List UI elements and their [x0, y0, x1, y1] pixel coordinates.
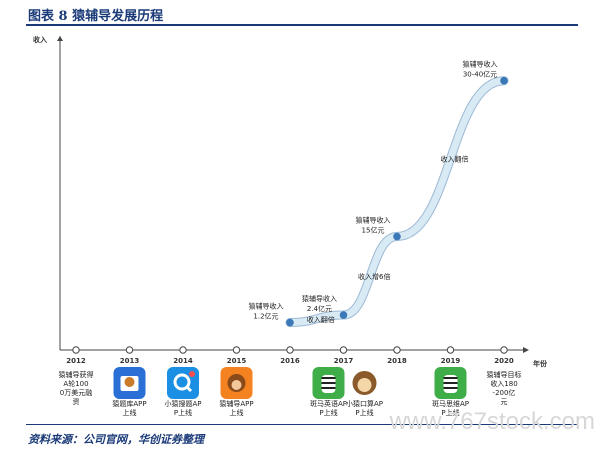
event-label: P上线 [355, 408, 373, 417]
x-tick-label: 2020 [494, 357, 514, 365]
event-label: -200亿 [493, 388, 516, 397]
q-ring [173, 373, 191, 391]
zebra-stripe [321, 382, 336, 384]
x-tick-label: 2013 [120, 357, 140, 365]
monkey-cartoon-icon [348, 367, 381, 399]
data-label: 15亿元 [362, 226, 385, 235]
monkey-head [124, 377, 135, 387]
event-label: 小猿搜题AP [164, 399, 201, 408]
monkey-face-icon [220, 367, 253, 399]
x-tick-label: 2014 [173, 357, 193, 365]
event-label: 斑马思维AP [432, 399, 469, 408]
data-label: 猿辅导收入 [463, 60, 498, 69]
event-label: 猿辅导APP [219, 399, 253, 408]
data-label: 猿辅导收入 [302, 294, 337, 303]
growth-band-outline [285, 76, 509, 328]
monkey-book-icon [113, 367, 146, 399]
year-tick-marker [393, 346, 401, 354]
data-label: 2.4亿元 [307, 304, 332, 313]
data-label: 1.2亿元 [253, 312, 278, 321]
event-label: 猿辅导获得 [59, 370, 94, 379]
event-label: 0万美元融 [60, 388, 92, 397]
x-axis-title: 年份 [533, 359, 548, 368]
data-point [339, 311, 348, 319]
event-label: 小猿口算AP [346, 399, 383, 408]
data-label: 猿辅导收入 [356, 216, 391, 225]
source-note: 资料来源：公司官网，华创证券整理 [28, 433, 204, 446]
zebra-stripe [443, 377, 458, 379]
year-tick-marker [500, 346, 508, 354]
growth-label: 收入增6倍 [358, 272, 390, 281]
y-axis-arrow [57, 36, 63, 41]
event-label: 猿题库APP [112, 399, 146, 408]
cartoon-face [357, 378, 372, 392]
watermark-text: www.767stock.com [389, 408, 595, 435]
year-tick-marker [339, 346, 348, 354]
data-point [500, 76, 508, 85]
zebra-stripe [321, 377, 336, 379]
data-label: 猿辅导收入 [249, 302, 284, 311]
x-tick-label: 2012 [66, 357, 86, 365]
x-axis-arrow [523, 347, 529, 353]
year-tick-marker [72, 346, 80, 354]
growth-label: 收入翻倍 [307, 315, 335, 324]
search-q-icon [167, 367, 199, 399]
event-label: 上线 [230, 408, 244, 417]
figure-title: 图表 8 猿辅导发展历程 [28, 9, 164, 24]
event-label: 斑马英语AP [310, 399, 347, 408]
x-tick-label: 2018 [387, 357, 407, 365]
data-point [286, 318, 294, 327]
event-label: 上线 [123, 408, 137, 417]
x-tick-label: 2016 [280, 357, 300, 365]
zebra-stripe [443, 382, 458, 384]
event-label: 元 [501, 398, 508, 406]
data-point [393, 232, 401, 241]
year-tick-marker [179, 346, 187, 354]
zebra-stripe [443, 387, 458, 389]
x-tick-label: 2017 [334, 357, 354, 365]
icon-bg [167, 367, 199, 399]
year-tick-marker [125, 346, 134, 354]
zebra-icon [312, 367, 345, 399]
event-label: P上线 [441, 408, 459, 417]
event-label: 收入180 [490, 379, 517, 388]
data-label: 30-40亿元 [463, 70, 497, 79]
zebra-stripe [321, 387, 336, 389]
event-label: 资 [73, 397, 80, 406]
event-label: P上线 [319, 408, 337, 417]
event-label: 猿辅导目标 [487, 370, 522, 379]
q-badge [189, 371, 195, 377]
x-tick-label: 2015 [227, 357, 247, 365]
zebra-icon [434, 367, 467, 399]
x-tick-label: 2019 [441, 357, 461, 365]
event-label: A轮100 [63, 379, 88, 388]
year-tick-marker [286, 346, 294, 354]
footer-rule [26, 424, 578, 425]
y-axis-title: 收入 [33, 35, 47, 44]
monkey-muzzle [231, 380, 242, 390]
year-tick-marker [446, 346, 455, 354]
growth-label: 收入翻倍 [441, 155, 469, 164]
q-tail [184, 384, 193, 393]
event-label: P上线 [174, 408, 192, 417]
figure-header: 图表 8 猿辅导发展历程 [0, 0, 601, 26]
year-tick-marker [232, 346, 241, 354]
title-rule [26, 24, 578, 26]
growth-band [286, 77, 508, 327]
